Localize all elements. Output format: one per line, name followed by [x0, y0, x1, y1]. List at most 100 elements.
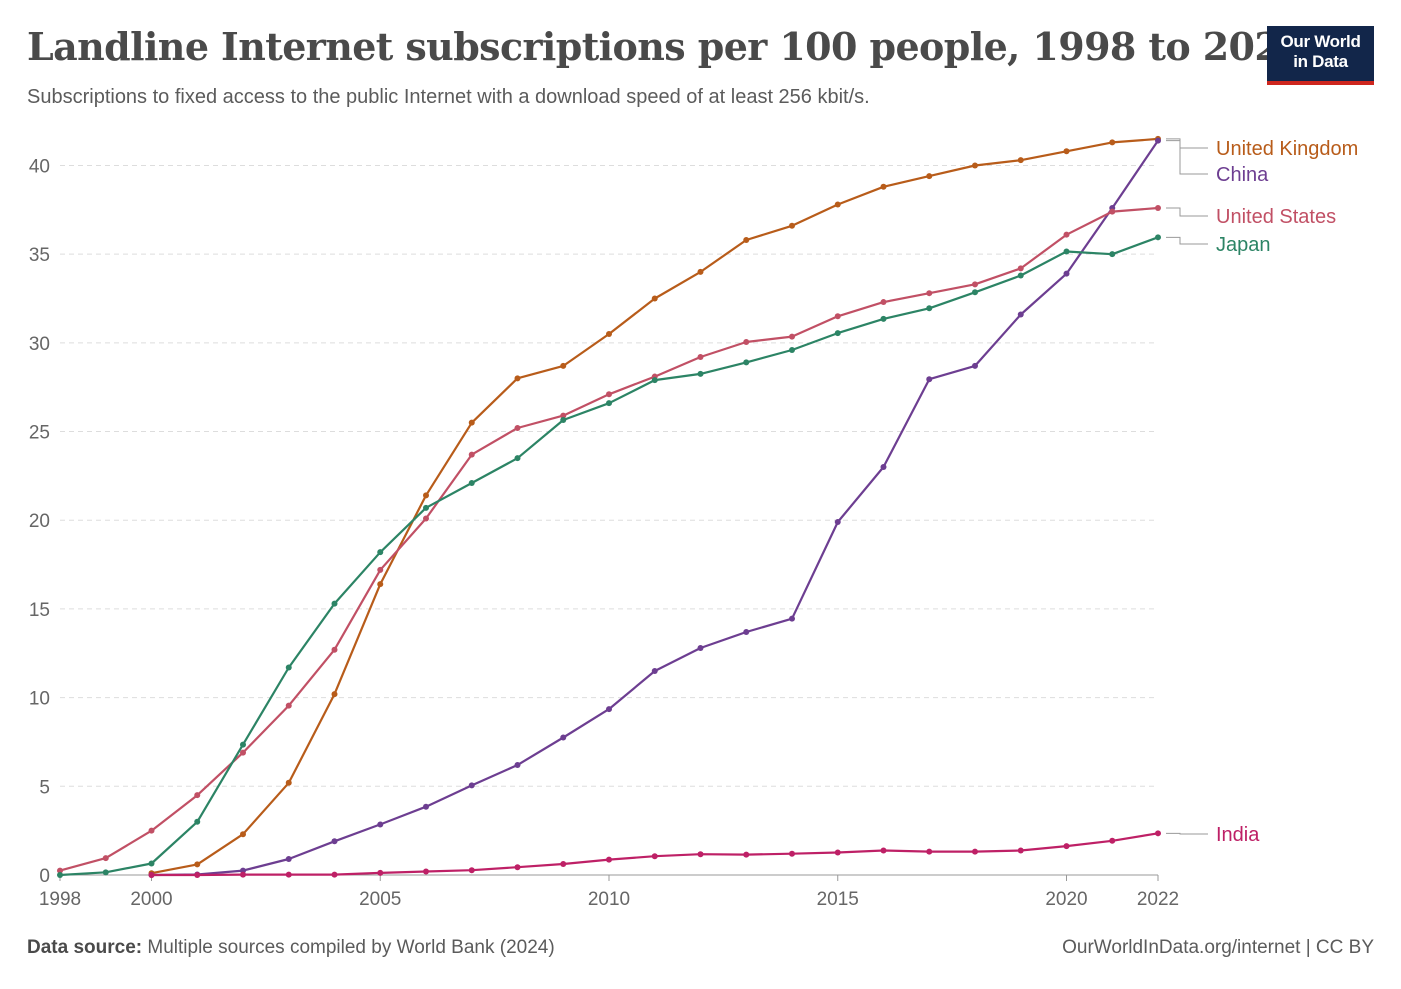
data-point [148, 872, 155, 878]
series-label-japan: Japan [1216, 234, 1271, 256]
data-point [423, 504, 429, 511]
data-point [606, 330, 612, 337]
data-point [697, 644, 704, 651]
data-point [57, 867, 63, 874]
data-point [1155, 830, 1161, 837]
series-label-united-kingdom: United Kingdom [1216, 138, 1358, 160]
data-point [148, 860, 155, 867]
y-tick-label: 40 [29, 156, 50, 177]
data-point [331, 600, 338, 607]
data-point [285, 871, 292, 878]
data-point [102, 869, 109, 876]
data-point [606, 400, 612, 407]
data-point [285, 779, 292, 786]
data-point [1109, 208, 1116, 215]
data-point [1155, 234, 1161, 241]
data-point [331, 871, 338, 878]
data-point [240, 871, 246, 878]
data-point [972, 848, 978, 855]
data-point [697, 268, 704, 275]
data-point [743, 628, 750, 635]
data-point [1063, 148, 1070, 155]
data-point [880, 315, 887, 322]
y-tick-label: 25 [29, 423, 50, 444]
data-point [651, 668, 658, 675]
y-tick-label: 15 [29, 600, 50, 621]
series-line-china [151, 139, 1159, 877]
chart-subtitle: Subscriptions to fixed access to the pub… [27, 86, 870, 108]
y-tick-label: 0 [39, 866, 50, 887]
data-point [1017, 311, 1024, 318]
data-point [240, 749, 246, 756]
data-point [926, 376, 933, 383]
data-point [1155, 137, 1161, 144]
label-connector [1166, 832, 1208, 835]
data-point [57, 872, 63, 878]
data-point [331, 838, 338, 845]
data-point [468, 451, 475, 458]
data-point [880, 464, 887, 471]
data-point [651, 377, 658, 384]
x-tick-label: 2015 [817, 889, 859, 910]
data-point [514, 455, 521, 462]
data-point [651, 295, 658, 302]
series-label-united-states: United States [1216, 206, 1336, 228]
data-point [468, 867, 475, 874]
data-point [1017, 265, 1024, 272]
series-labels: United Kingdom China United States Japan Ind… [1166, 138, 1358, 846]
data-point [972, 362, 978, 369]
data-point [789, 333, 795, 340]
data-point [743, 236, 750, 243]
data-point [194, 861, 201, 868]
data-point [285, 702, 292, 709]
data-point [834, 849, 841, 856]
axes: 0 5 10 15 20 25 30 35 40 1998 2000 2005 2010 2015 2020… [29, 156, 1179, 910]
data-point [377, 821, 384, 828]
data-point [697, 851, 704, 858]
data-point [194, 792, 201, 799]
data-point [1063, 270, 1070, 277]
label-connector [1166, 236, 1208, 245]
data-point [1109, 837, 1116, 844]
data-point [606, 391, 612, 398]
data-point [926, 305, 933, 312]
data-point [102, 855, 109, 862]
owid-logo[interactable]: Our World in Data [1267, 26, 1374, 85]
data-point [377, 549, 384, 556]
data-point [1017, 272, 1024, 279]
x-tick-label: 2005 [359, 889, 401, 910]
logo-line-2: in Data [1293, 52, 1348, 71]
data-point [560, 417, 567, 424]
data-point [377, 869, 384, 876]
data-point [560, 362, 567, 369]
y-tick-label: 30 [29, 334, 50, 355]
x-tick-label: 1998 [39, 889, 81, 910]
data-point [377, 566, 384, 573]
data-point [423, 803, 429, 810]
data-point [606, 856, 612, 863]
data-point [468, 479, 475, 486]
data-point [514, 762, 521, 769]
data-point [972, 281, 978, 288]
series-line-united-states [59, 206, 1159, 872]
data-point [514, 375, 521, 382]
y-tick-label: 5 [39, 777, 50, 798]
data-point [285, 664, 292, 671]
data-point [697, 354, 704, 361]
data-point [1155, 205, 1161, 212]
data-point [743, 338, 750, 345]
data-point [331, 691, 338, 698]
data-point [560, 861, 567, 868]
data-point [697, 370, 704, 377]
data-point [789, 346, 795, 353]
data-point [834, 330, 841, 337]
data-point [423, 515, 429, 522]
gridlines [60, 164, 1158, 787]
data-point [1063, 843, 1070, 850]
series-line-united-kingdom [151, 137, 1159, 875]
series-label-china: China [1216, 164, 1269, 186]
x-tick-label: 2022 [1137, 889, 1179, 910]
data-point [560, 412, 567, 419]
data-point [743, 851, 750, 858]
credit-link[interactable]: OurWorldInData.org/internet | CC BY [1062, 937, 1374, 958]
